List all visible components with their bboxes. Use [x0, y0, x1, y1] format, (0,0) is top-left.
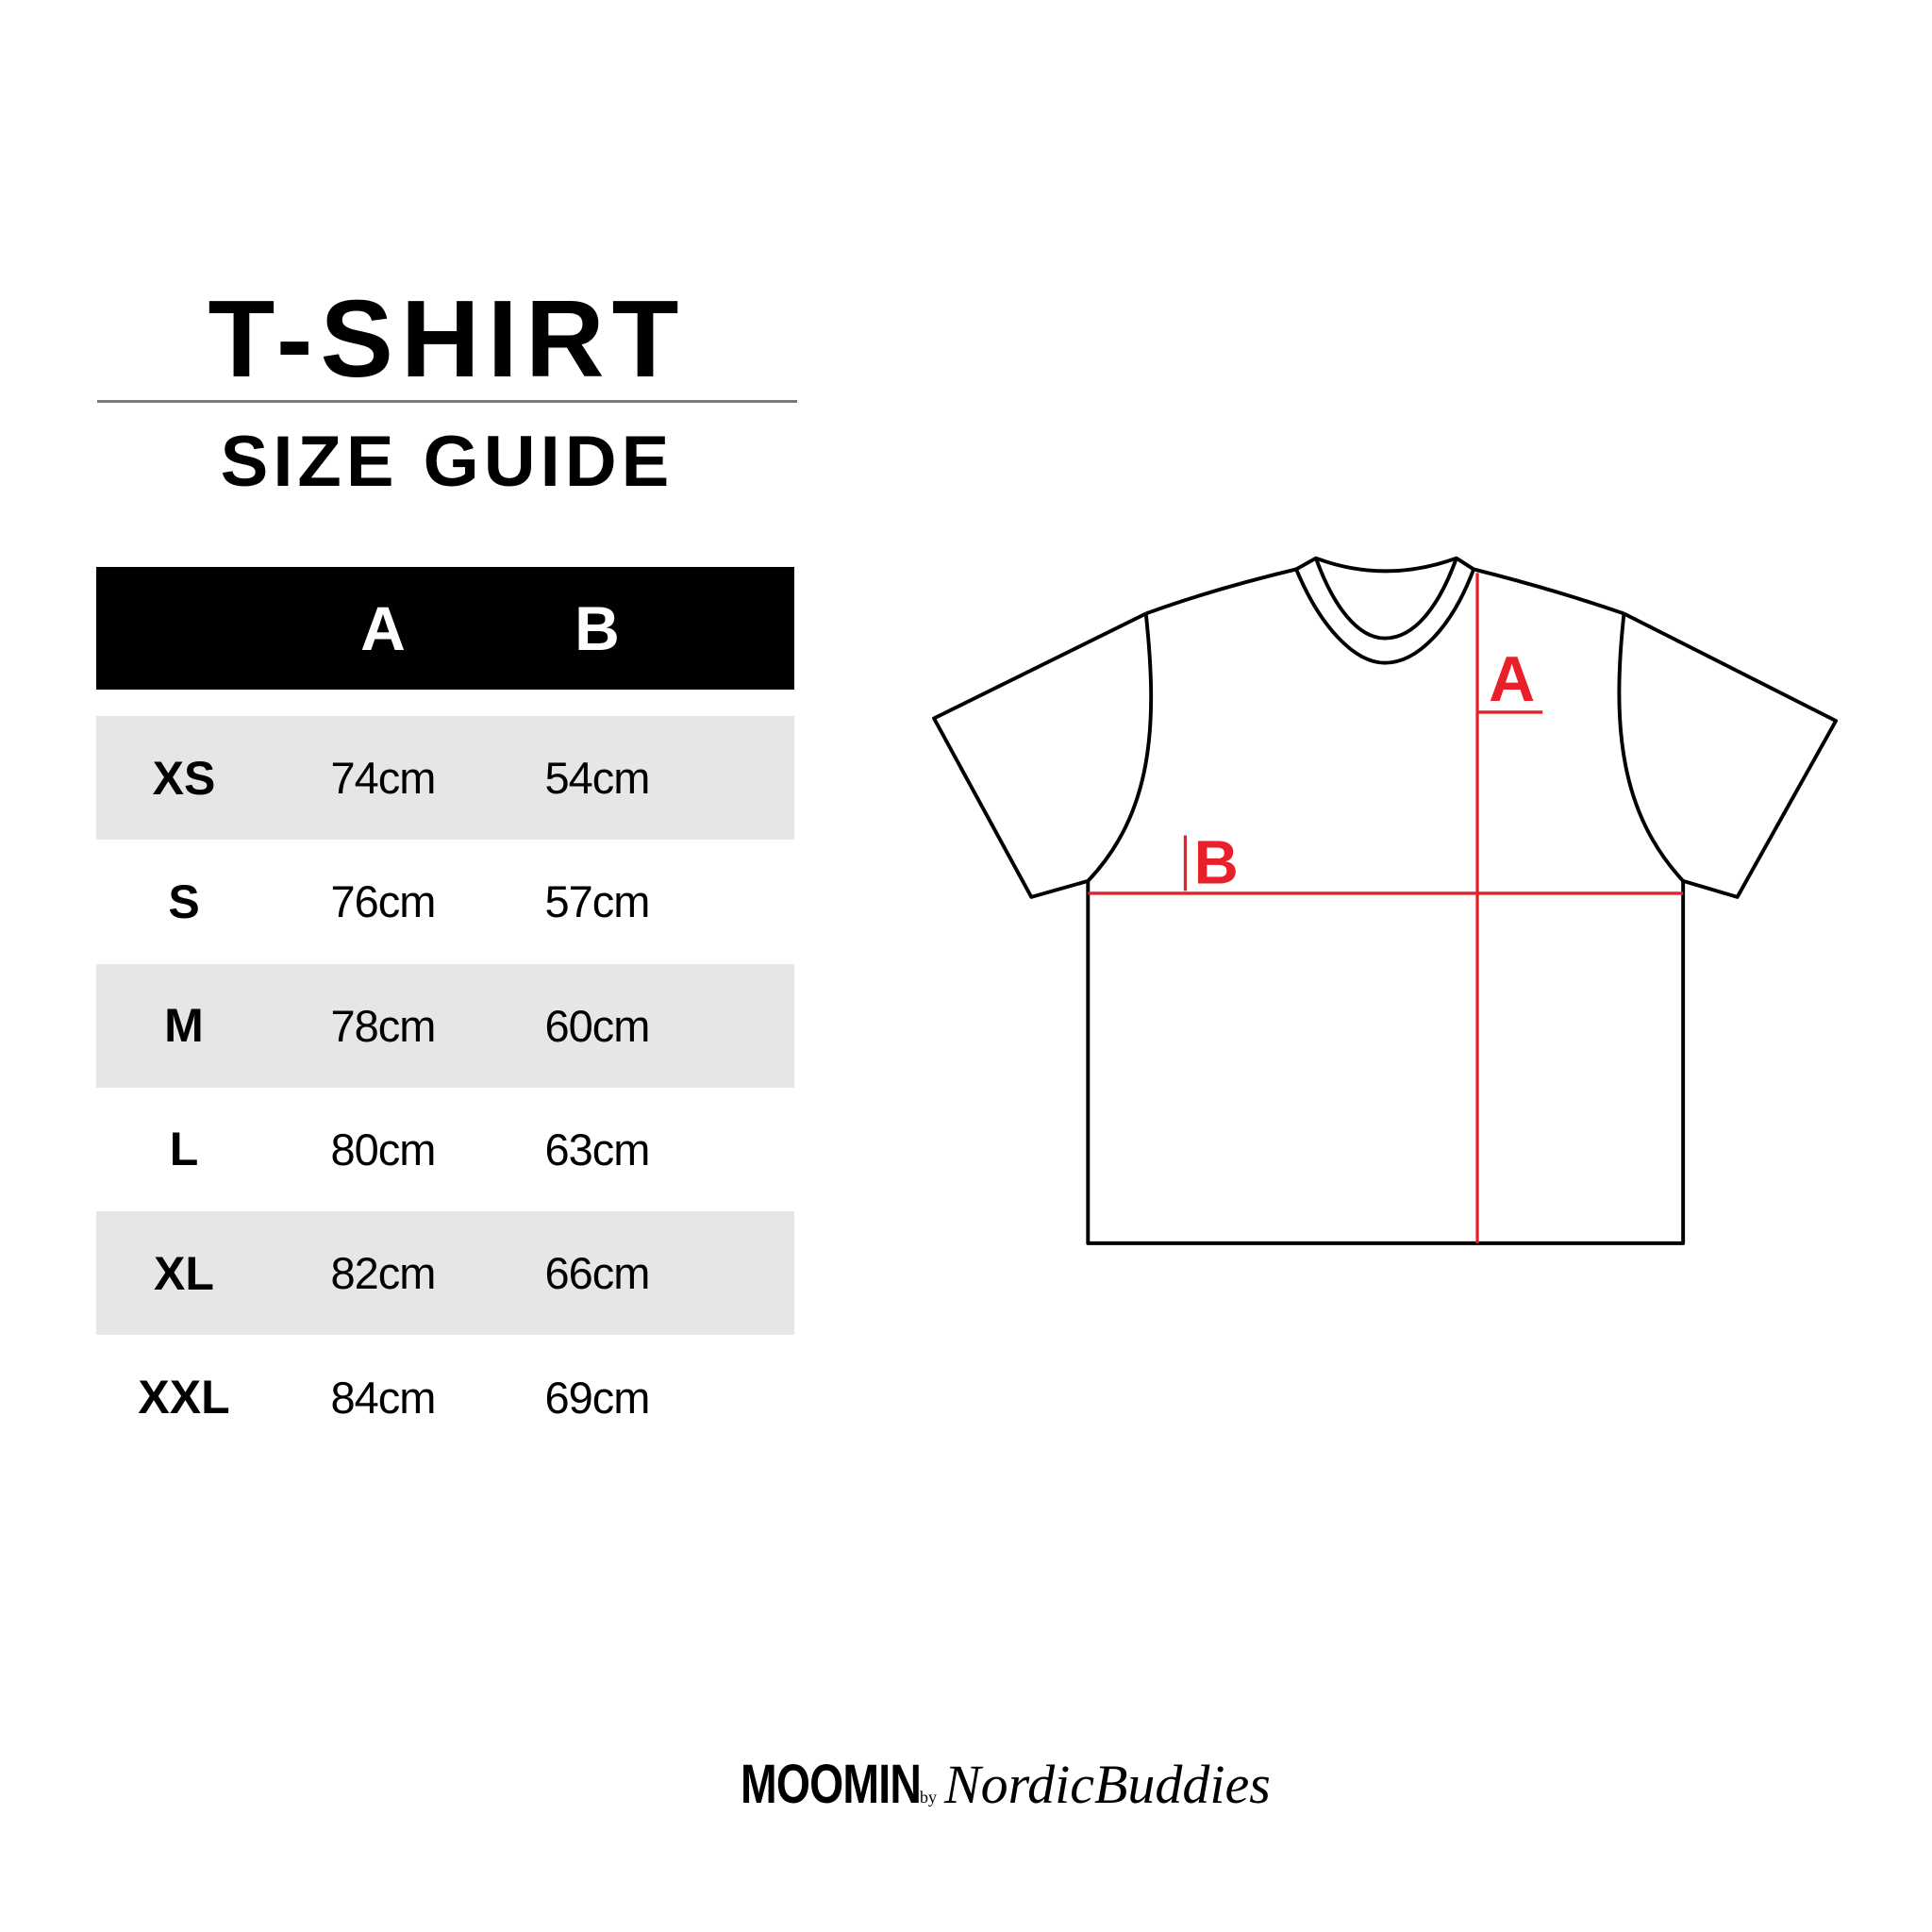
measure-b-cell: 60cm	[544, 1000, 651, 1051]
table-row: M 78cm 60cm	[96, 963, 794, 1088]
table-row: L 80cm 63cm	[96, 1088, 794, 1211]
measure-a-cell: 84cm	[330, 1372, 437, 1423]
tshirt-outline	[932, 556, 1839, 1245]
label-b: B	[1194, 827, 1239, 896]
logo-nordicbuddies: NordicBuddies	[944, 1754, 1271, 1815]
page-title: T-SHIRT	[208, 277, 687, 400]
measurement-lines	[1088, 573, 1684, 1243]
measure-a-cell: 78cm	[330, 1000, 437, 1051]
column-header-a: A	[360, 593, 406, 663]
measure-a-cell: 80cm	[330, 1124, 437, 1174]
measure-b-cell: 66cm	[544, 1248, 651, 1299]
table-header: A B	[96, 567, 794, 690]
label-a: A	[1489, 644, 1535, 715]
size-cell: XS	[152, 751, 216, 805]
title-divider	[97, 400, 797, 403]
measure-b-cell: 69cm	[544, 1372, 651, 1423]
measure-b-cell: 63cm	[544, 1124, 651, 1174]
logo-moomin: MOOMIN	[741, 1754, 922, 1815]
column-header-b: B	[575, 593, 620, 663]
table-row: XXL 84cm 69cm	[96, 1336, 794, 1459]
measure-a-cell: 82cm	[330, 1248, 437, 1299]
table-row: S 76cm 57cm	[96, 840, 794, 963]
size-cell: S	[168, 874, 200, 928]
size-cell: XXL	[138, 1371, 230, 1424]
brand-logo: MOOMIN by NordicBuddies	[741, 1753, 1271, 1816]
measure-a-cell: 74cm	[330, 753, 437, 803]
size-cell: L	[169, 1123, 199, 1176]
table-row: XS 74cm 54cm	[96, 716, 794, 840]
size-cell: M	[164, 999, 204, 1053]
measure-b-cell: 57cm	[544, 876, 651, 927]
page-subtitle: SIZE GUIDE	[220, 422, 675, 502]
size-cell: XL	[154, 1246, 214, 1300]
measure-b-cell: 54cm	[544, 753, 651, 803]
table-row: XL 82cm 66cm	[96, 1211, 794, 1336]
logo-by: by	[920, 1788, 937, 1807]
measure-a-cell: 76cm	[330, 876, 437, 927]
